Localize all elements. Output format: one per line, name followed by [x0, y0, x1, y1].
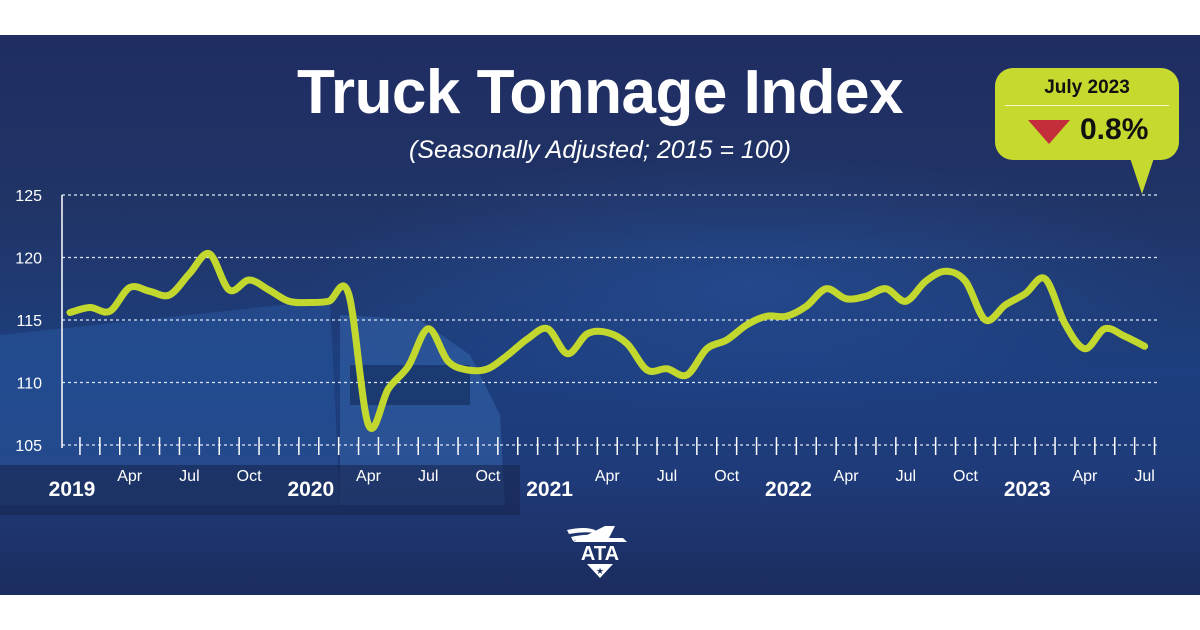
callout-change-value: 0.8% — [1080, 113, 1149, 146]
x-month-label: Apr — [834, 468, 860, 485]
y-tick-label: 115 — [16, 313, 42, 330]
down-arrow-icon — [1028, 120, 1070, 144]
x-month-label: Oct — [475, 468, 500, 485]
callout-date: July 2023 — [1044, 77, 1130, 98]
y-tick-label: 120 — [15, 251, 42, 268]
x-month-label: Jul — [657, 468, 677, 485]
x-year-label: 2023 — [1004, 478, 1051, 501]
svg-text:ATA: ATA — [581, 543, 619, 565]
x-month-label: Jul — [418, 468, 438, 485]
y-tick-label: 105 — [15, 438, 42, 455]
x-year-label: 2020 — [287, 478, 334, 501]
x-year-label: 2019 — [49, 478, 96, 501]
x-month-label: Oct — [237, 468, 262, 485]
x-year-label: 2021 — [526, 478, 573, 501]
chart-title: Truck Tonnage Index — [296, 58, 904, 127]
x-month-label: Apr — [356, 468, 382, 485]
ata-logo: ATA ★ — [567, 526, 627, 578]
x-month-label: Apr — [595, 468, 621, 485]
callout-pointer — [1130, 158, 1154, 194]
y-tick-label: 110 — [16, 376, 42, 393]
x-month-label: Jul — [179, 468, 199, 485]
x-month-label: Jul — [896, 468, 916, 485]
tonnage-index-line — [66, 250, 1149, 432]
x-month-label: Apr — [1072, 468, 1098, 485]
svg-text:★: ★ — [596, 567, 604, 577]
chart-subtitle: (Seasonally Adjusted; 2015 = 100) — [409, 136, 791, 164]
x-month-label: Apr — [117, 468, 143, 485]
truck-photo-silhouette — [0, 300, 520, 515]
callout-divider — [1005, 105, 1169, 106]
x-month-label: Oct — [953, 468, 978, 485]
x-month-label: Oct — [714, 468, 739, 485]
y-tick-label: 125 — [15, 188, 42, 205]
x-year-label: 2022 — [765, 478, 812, 501]
x-month-label: Jul — [1134, 468, 1154, 485]
latest-change-callout: July 2023 0.8% — [995, 68, 1179, 160]
